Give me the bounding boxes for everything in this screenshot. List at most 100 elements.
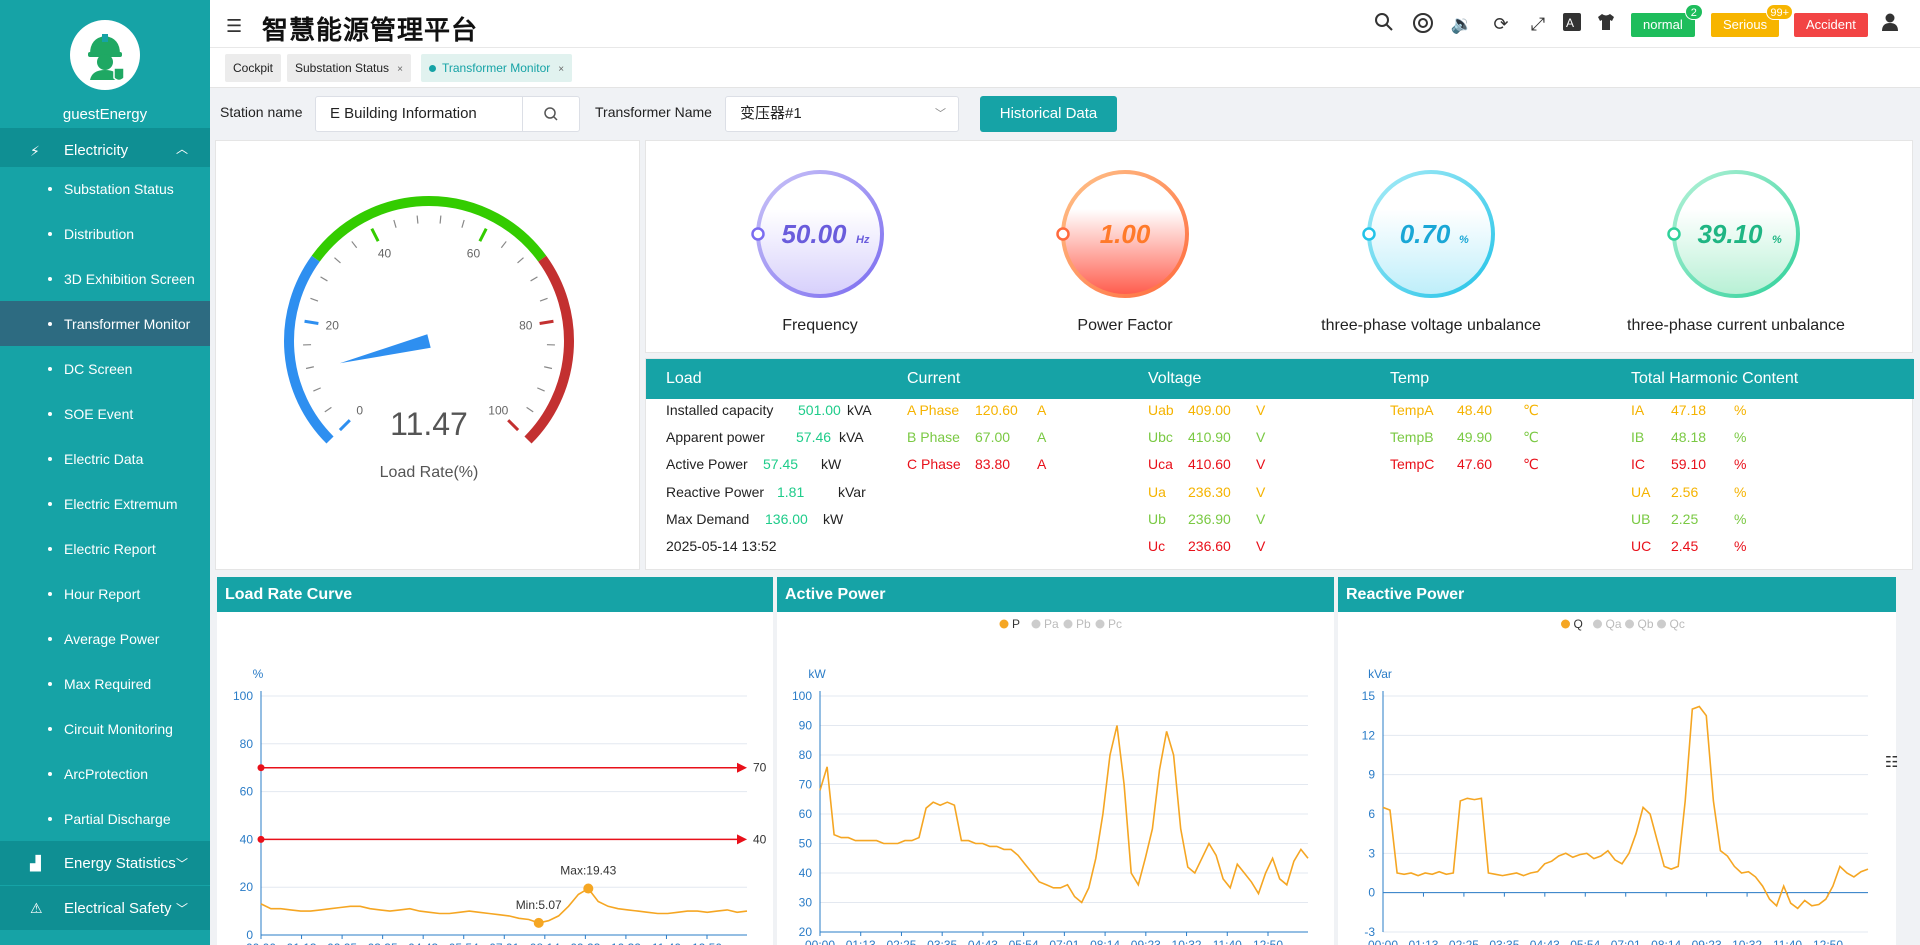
header-load: Load: [666, 370, 702, 387]
user-account-icon[interactable]: [1878, 12, 1902, 36]
x-tick-label: 07:01: [489, 941, 519, 945]
tab-cockpit[interactable]: Cockpit: [225, 54, 282, 82]
tab-transformer-monitor[interactable]: Transformer Monitor ×: [421, 54, 573, 82]
active-power-panel: Active Power 20 30 40 50 60 70 80 90 100 kW 00:00 0…: [777, 577, 1334, 945]
legend-label[interactable]: Pb: [1076, 617, 1091, 631]
close-icon[interactable]: ×: [397, 64, 403, 75]
normal-alarm-button[interactable]: normal 2: [1631, 4, 1703, 37]
legend-swatch[interactable]: [1657, 619, 1666, 629]
search-icon[interactable]: [1372, 12, 1396, 36]
mark-line-arrow: [737, 834, 747, 845]
legend-swatch[interactable]: [1095, 619, 1105, 629]
y-tick-label: 100: [233, 689, 253, 703]
sidebar-item-label: Electric Data: [64, 450, 144, 467]
menu-group-electrical-safety[interactable]: ⚠ Electrical Safety ﹀: [0, 886, 210, 930]
station-name-input[interactable]: E Building Information: [315, 96, 530, 132]
help-lifebuoy-icon[interactable]: [1411, 12, 1435, 36]
station-search-button[interactable]: [522, 96, 580, 132]
accident-alarm-button[interactable]: Accident: [1794, 13, 1868, 37]
legend-label[interactable]: P: [1012, 617, 1020, 631]
mark-point-label: Max:19.43: [560, 864, 616, 878]
y-tick-label: 12: [1362, 728, 1376, 742]
menu-group-label: Electricity: [64, 142, 129, 159]
legend-swatch[interactable]: [1561, 619, 1570, 629]
indicator-knob: [751, 227, 765, 241]
sidebar-item-electric-extremum[interactable]: Electric Extremum: [0, 481, 210, 526]
legend-swatch[interactable]: [999, 619, 1009, 629]
transformer-select-value: 变压器#1: [740, 105, 802, 122]
refresh-icon[interactable]: ⟳: [1493, 14, 1509, 34]
tab-label: Cockpit: [233, 61, 274, 75]
volume-icon[interactable]: 🔉: [1450, 14, 1474, 34]
serious-alarm-button[interactable]: Serious 99+: [1711, 4, 1794, 37]
bullet-icon: [48, 186, 52, 191]
sidebar-item-electric-data[interactable]: Electric Data: [0, 436, 210, 481]
sidebar-item-electric-report[interactable]: Electric Report: [0, 526, 210, 571]
sidebar-item-label: 3D Exhibition Screen: [64, 270, 195, 287]
sidebar-item-dc-screen[interactable]: DC Screen: [0, 346, 210, 391]
legend-label[interactable]: Q: [1574, 617, 1583, 631]
y-tick-label: 0: [246, 928, 253, 942]
y-tick-label: 0: [1368, 886, 1375, 900]
tab-substation-status[interactable]: Substation Status ×: [287, 54, 411, 82]
sidebar-item-label: Electric Report: [64, 540, 156, 557]
cell-voltage-value: 236.30: [1188, 484, 1231, 500]
close-icon[interactable]: ×: [558, 64, 565, 75]
sidebar-item-label: SOE Event: [64, 405, 134, 422]
cell-current-value: 83.80: [975, 456, 1011, 472]
x-tick-label: 00:00: [805, 938, 835, 945]
cell-current-value: 120.60: [975, 402, 1018, 418]
indicator-power-factor: 1.00 Power Factor: [975, 141, 1275, 354]
legend-label[interactable]: Qc: [1670, 617, 1685, 631]
legend-label[interactable]: Qb: [1638, 617, 1654, 631]
sidebar-item-partial-discharge[interactable]: Partial Discharge: [0, 796, 210, 841]
cell-harmonic-unit: %: [1734, 511, 1747, 527]
legend-swatch[interactable]: [1031, 619, 1041, 629]
avatar[interactable]: [70, 20, 140, 90]
gauge-tick: [310, 297, 319, 302]
gauge-tick-label: 0: [356, 403, 363, 417]
legend-label[interactable]: Pa: [1044, 617, 1059, 631]
sidebar-item-substation-status[interactable]: Substation Status: [0, 166, 210, 211]
chart-title: Reactive Power: [1338, 577, 1896, 612]
fullscreen-icon[interactable]: ⤢: [1530, 14, 1546, 34]
sidebar-item-circuit-monitoring[interactable]: Circuit Monitoring: [0, 706, 210, 751]
sidebar-item-label: ArcProtection: [64, 765, 149, 782]
gauge-tick: [507, 419, 520, 432]
sidebar-item-distribution[interactable]: Distribution: [0, 211, 210, 256]
menu-toggle-icon[interactable]: ☰: [226, 16, 243, 36]
x-tick-label: 08:14: [530, 941, 560, 945]
cell-load-label: Active Power: [666, 456, 748, 472]
mark-point-label: Min:5.07: [516, 898, 562, 912]
sidebar-item-transformer-monitor[interactable]: Transformer Monitor: [0, 301, 210, 346]
legend-swatch[interactable]: [1063, 619, 1073, 629]
sidebar-item-max-required[interactable]: Max Required: [0, 661, 210, 706]
legend-swatch[interactable]: [1625, 619, 1634, 629]
sidebar-item-arcprotection[interactable]: ArcProtection: [0, 751, 210, 796]
menu-group-energy-statistics[interactable]: ▟ Energy Statistics ﹀: [0, 841, 210, 885]
historical-data-button[interactable]: Historical Data: [980, 96, 1117, 132]
cell-current-label: A Phase: [907, 402, 960, 418]
legend-label[interactable]: Qa: [1606, 617, 1622, 631]
gauge-label: Load Rate(%): [380, 464, 479, 481]
translate-icon[interactable]: A: [1560, 12, 1584, 36]
sidebar-item-average-power[interactable]: Average Power: [0, 616, 210, 661]
sidebar-item-3d-exhibition-screen[interactable]: 3D Exhibition Screen: [0, 256, 210, 301]
chart-settings-icon[interactable]: ☷: [1885, 754, 1899, 771]
cell-harmonic-unit: %: [1734, 402, 1747, 418]
sidebar-item-label: DC Screen: [64, 360, 133, 377]
cell-harmonic-value: 48.18: [1671, 429, 1707, 445]
legend-label[interactable]: Pc: [1108, 617, 1122, 631]
legend-swatch[interactable]: [1593, 619, 1602, 629]
active-dot-icon: [429, 65, 436, 72]
y-tick-label: 70: [799, 778, 813, 792]
menu-group-electricity[interactable]: ⚡ Electricity ︿: [0, 121, 210, 167]
theme-shirt-icon[interactable]: [1594, 12, 1618, 36]
transformer-select[interactable]: 变压器#1 ﹀: [725, 96, 959, 132]
gauge-tick: [351, 241, 358, 249]
x-tick-label: 12:50: [1813, 938, 1843, 945]
cell-load-value: 1.81: [777, 484, 805, 500]
x-tick-label: 05:54: [449, 941, 479, 945]
sidebar-item-hour-report[interactable]: Hour Report: [0, 571, 210, 616]
sidebar-item-soe-event[interactable]: SOE Event: [0, 391, 210, 436]
